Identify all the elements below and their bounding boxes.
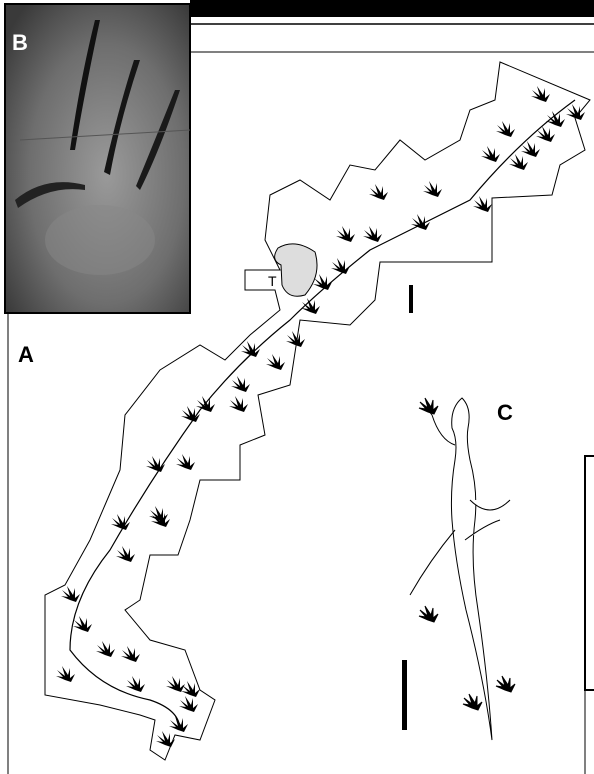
lizard-panel: C bbox=[402, 398, 515, 740]
panel-label: C bbox=[497, 400, 513, 425]
panel-label: A bbox=[18, 342, 34, 367]
panel-label: B bbox=[12, 30, 28, 55]
side-box bbox=[585, 456, 594, 690]
map-label: T bbox=[268, 273, 277, 289]
photo-panel: B bbox=[5, 4, 190, 313]
figure: B T A C bbox=[0, 0, 594, 774]
header-bar bbox=[190, 0, 594, 17]
page: B T A C (() => { const data = JSON.parse… bbox=[0, 0, 594, 774]
